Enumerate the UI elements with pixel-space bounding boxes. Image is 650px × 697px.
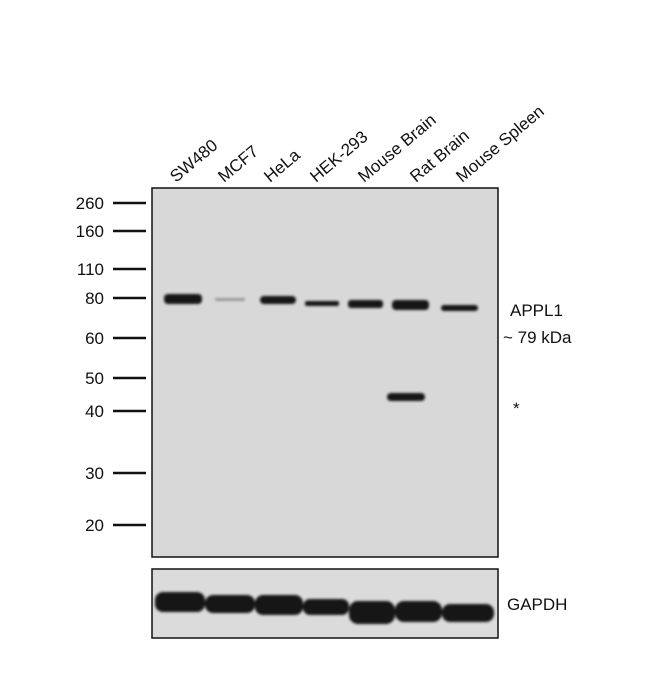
marker-label: 40 [85, 402, 104, 421]
target-label: APPL1 [510, 301, 563, 320]
lane-label: SW480 [166, 136, 221, 186]
band [387, 393, 425, 401]
band [215, 298, 245, 301]
band [442, 604, 494, 622]
marker-label: 160 [76, 222, 104, 241]
band [205, 595, 255, 613]
marker-label: 60 [85, 329, 104, 348]
blot-membrane [151, 187, 499, 558]
marker-label: 20 [85, 516, 104, 535]
band [255, 595, 303, 615]
band [260, 296, 296, 304]
marker-label: 50 [85, 369, 104, 388]
marker-label: 80 [85, 289, 104, 308]
band [155, 592, 205, 612]
band [348, 300, 383, 308]
marker-label: 30 [85, 464, 104, 483]
band [305, 301, 339, 306]
size-label: ~ 79 kDa [503, 328, 572, 347]
band [303, 599, 349, 615]
marker-label: 260 [76, 194, 104, 213]
band [164, 294, 202, 304]
nonspecific-label: * [513, 399, 520, 418]
lane-label: HeLa [260, 145, 304, 186]
band [441, 305, 478, 311]
band [395, 601, 442, 622]
band [349, 601, 395, 624]
lane-label: MCF7 [214, 142, 262, 186]
band [392, 300, 429, 310]
loading-control-label: GAPDH [507, 595, 567, 614]
marker-label: 110 [77, 260, 104, 279]
